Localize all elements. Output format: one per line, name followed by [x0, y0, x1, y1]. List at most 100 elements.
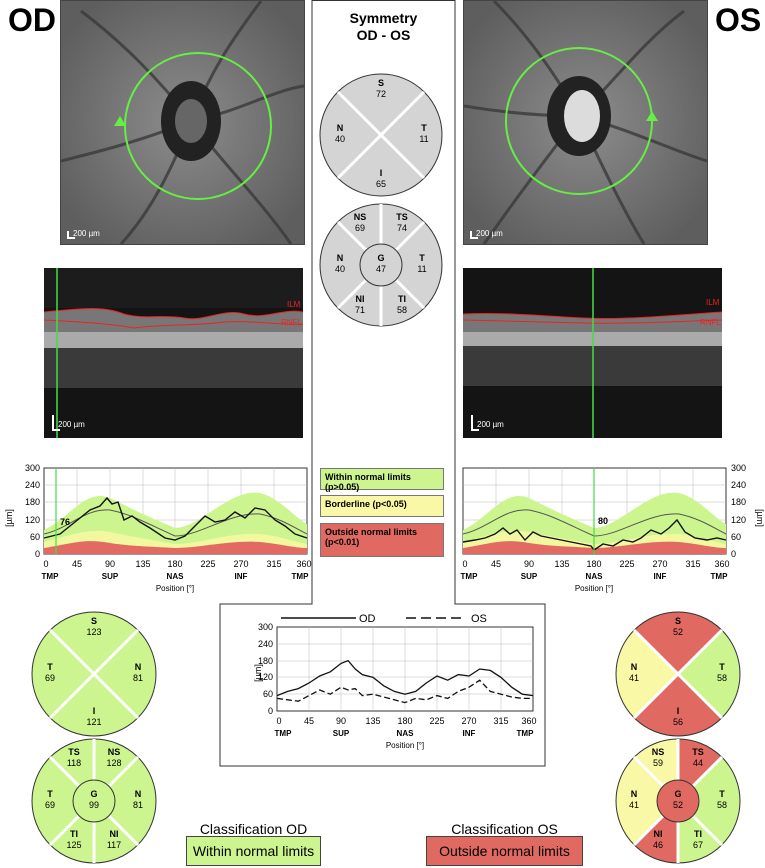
- od-xtick-135: 135: [135, 559, 150, 569]
- os-s-g-value: 52: [672, 800, 683, 810]
- symmetry-sector-circle: [319, 203, 443, 327]
- os-sector-values: NS 59 TS 44 N 41 G 52 T 58 NI 46 TI 67: [614, 737, 742, 865]
- os-q-i-value: 56: [672, 717, 683, 727]
- cmp-ytick-180: 180: [258, 656, 273, 666]
- od-s-ti-label: TI: [70, 829, 78, 839]
- os-quadrant-values: S 52 N 41 T 58 I 56: [614, 610, 742, 738]
- od-os-compare-chart: OD OS 300 240 180 120 60 0 [µm] 0 45 90 …: [253, 613, 537, 750]
- cmp-ytick-60: 60: [263, 689, 273, 699]
- od-xtick-360: 360: [296, 559, 311, 569]
- od-s-ti-value: 125: [66, 840, 82, 850]
- os-xtick-180: 180: [586, 559, 601, 569]
- od-sector-values: TS 118 NS 128 T 69 G 99 N 81 TI 125 NI 1…: [30, 737, 158, 865]
- od-region-inf: INF: [235, 572, 248, 581]
- od-ytick-240: 240: [25, 480, 40, 490]
- os-rnfl-label: RNFL: [700, 318, 721, 327]
- sym-q-i-value: 65: [375, 179, 386, 189]
- compare-series-group: [276, 659, 534, 704]
- os-q-i-label: I: [676, 706, 680, 716]
- os-ytick-180: 180: [731, 497, 746, 507]
- legend-outside-line1: Outside normal limits: [325, 527, 418, 537]
- os-xtick-360: 360: [714, 559, 729, 569]
- cmp-region-nas: NAS: [397, 729, 415, 738]
- cmp-xtick-135: 135: [365, 716, 380, 726]
- od-s-ni-label: NI: [109, 829, 119, 839]
- legend-borderline: Borderline (p<0.05): [320, 495, 444, 517]
- os-fundus-image: 200 µm: [463, 0, 708, 245]
- compare-legend-od: OD: [359, 613, 376, 625]
- os-profile-chart: 80 300 240 180 120 60 0 [µm] 0 45 90 135…: [461, 463, 765, 593]
- sym-s-ti-label: TI: [398, 294, 406, 304]
- sym-s-n-value: 40: [334, 264, 345, 274]
- compare-legend-os: OS: [471, 613, 487, 625]
- os-ytick-300: 300: [731, 463, 746, 473]
- od-s-g-value: 99: [88, 800, 99, 810]
- os-s-t-value: 58: [716, 800, 727, 810]
- symmetry-quadrant-values: S 72 N 40 T 11 I 65: [318, 72, 444, 198]
- os-region-sup: SUP: [521, 572, 538, 581]
- od-quadrant-circle: [31, 611, 157, 737]
- od-oct-scale: 200 µm: [58, 420, 85, 429]
- cmp-region-inf: INF: [463, 729, 476, 738]
- os-xtick-45: 45: [491, 559, 501, 569]
- sym-q-t-value: 11: [419, 134, 429, 144]
- os-region-tmp2: TMP: [711, 572, 729, 581]
- sym-s-ti-value: 58: [396, 305, 407, 315]
- cmp-ytick-0: 0: [268, 706, 273, 716]
- os-label: OS: [715, 2, 762, 38]
- od-region-nas: NAS: [167, 572, 185, 581]
- os-region-nas: NAS: [586, 572, 604, 581]
- sym-s-ts-label: TS: [396, 212, 408, 222]
- cmp-xtick-315: 315: [493, 716, 508, 726]
- od-s-t-label: T: [47, 789, 53, 799]
- os-s-n-label: N: [630, 789, 638, 799]
- cmp-xtick-45: 45: [304, 716, 314, 726]
- od-ytick-60: 60: [30, 532, 40, 542]
- od-ytick-300: 300: [25, 463, 40, 473]
- od-s-ns-label: NS: [107, 747, 121, 757]
- od-quadrant-values: S 123 T 69 N 81 I 121: [30, 610, 158, 738]
- od-profile-chart: 76 300 240 180 120 60 0 [µm] 0 45 90 135…: [4, 463, 312, 593]
- cmp-xtick-180: 180: [397, 716, 412, 726]
- od-ytick-0: 0: [35, 549, 40, 559]
- sym-s-t-value: 11: [417, 264, 427, 274]
- sym-s-g-value: 47: [375, 264, 386, 274]
- sym-s-ni-value: 71: [354, 305, 365, 315]
- od-ytick-120: 120: [25, 515, 40, 525]
- os-xtick-315: 315: [685, 559, 700, 569]
- os-xtick-270: 270: [652, 559, 667, 569]
- os-q-t-label: T: [719, 662, 725, 672]
- cmp-region-sup: SUP: [333, 729, 350, 738]
- classification-od-value: Within normal limits: [186, 836, 321, 866]
- sym-q-i-label: I: [379, 168, 383, 178]
- os-xtick-135: 135: [554, 559, 569, 569]
- compare-ylabel: [µm]: [253, 664, 263, 682]
- cmp-xtick-90: 90: [336, 716, 346, 726]
- classification-os-title: Classification OS: [451, 821, 558, 837]
- os-profile-xlabel: Position [°]: [575, 584, 613, 593]
- os-q-s-value: 52: [672, 627, 683, 637]
- od-xtick-0: 0: [43, 559, 48, 569]
- sym-q-s-value: 72: [375, 89, 386, 99]
- os-s-ts-label: TS: [692, 747, 704, 757]
- os-s-ti-label: TI: [694, 829, 702, 839]
- od-s-t-value: 69: [44, 800, 55, 810]
- sym-q-s-label: S: [377, 78, 384, 88]
- os-s-t-label: T: [719, 789, 725, 799]
- os-xtick-0: 0: [462, 559, 467, 569]
- od-xtick-270: 270: [233, 559, 248, 569]
- sym-s-ns-value: 69: [354, 223, 365, 233]
- os-region-tmp1: TMP: [461, 572, 479, 581]
- os-profile-ylabel: [µm]: [755, 509, 765, 527]
- os-region-inf: INF: [654, 572, 667, 581]
- os-s-ns-value: 59: [652, 758, 663, 768]
- sym-q-n-value: 40: [334, 134, 345, 144]
- os-xtick-90: 90: [524, 559, 534, 569]
- od-sector-circle: [31, 738, 157, 864]
- od-xtick-225: 225: [200, 559, 215, 569]
- od-q-n-value: 81: [132, 673, 143, 683]
- cmp-ytick-240: 240: [258, 639, 273, 649]
- os-fundus-scale: 200 µm: [476, 229, 503, 238]
- sym-s-ts-value: 74: [396, 223, 407, 233]
